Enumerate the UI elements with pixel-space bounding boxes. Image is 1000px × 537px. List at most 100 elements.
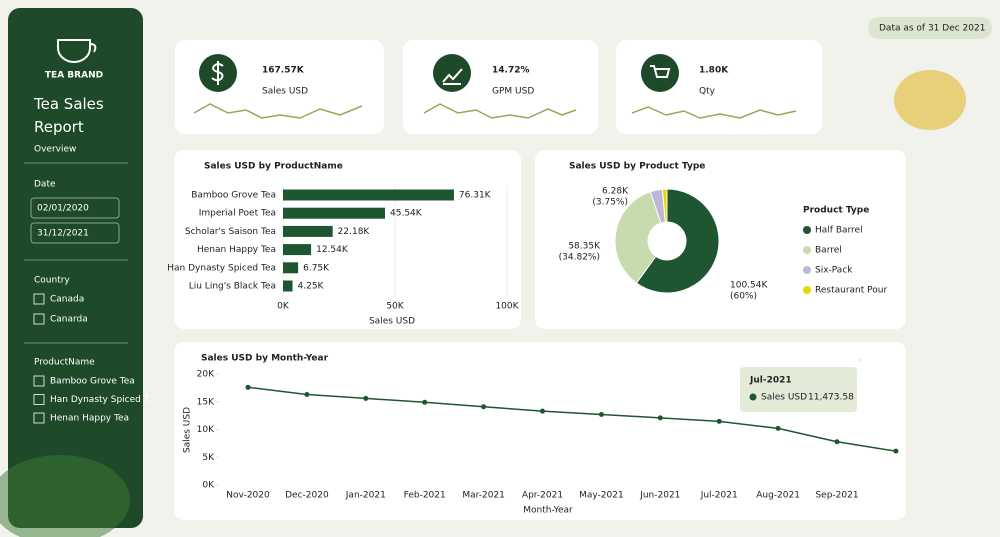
donut-slice — [661, 188, 668, 223]
product-label: ProductName — [34, 358, 95, 368]
country-option: Canada — [50, 295, 84, 305]
x-tick-label: 0K — [277, 302, 290, 312]
icon — [433, 54, 471, 92]
category-label: Imperial Poet Tea — [199, 209, 276, 219]
sidebar — [8, 8, 143, 528]
line-point — [245, 384, 251, 390]
x-tick-label: 50K — [386, 302, 404, 312]
date-from: 02/01/2020 — [37, 204, 89, 214]
checkbox[interactable] — [33, 293, 45, 305]
legend-swatch — [803, 226, 811, 234]
tooltip-value: 11,473.58 — [808, 393, 854, 403]
value-label: 4.25K — [298, 282, 325, 292]
kpi-label: Sales USD — [262, 87, 308, 97]
product-option: Bamboo Grove Tea — [50, 377, 135, 387]
checkbox[interactable] — [33, 394, 45, 405]
value-label: 6.75K — [303, 263, 330, 273]
bar — [283, 225, 333, 237]
line-point — [363, 395, 369, 401]
product-option: Henan Happy Tea — [50, 414, 129, 424]
percent-label: (34.82%) — [559, 253, 600, 263]
y-tick-label: 5K — [202, 453, 215, 463]
country-label: Country — [34, 276, 70, 286]
value-label: 58.35K — [568, 242, 601, 252]
y-tick-label: 0K — [202, 481, 215, 491]
checkbox[interactable] — [33, 313, 45, 325]
tea-cup — [894, 70, 966, 130]
legend-swatch — [803, 266, 811, 274]
line-point — [540, 408, 545, 414]
legend-label: Six-Pack — [815, 266, 853, 276]
line-point — [598, 412, 604, 418]
bar — [283, 207, 386, 219]
legend-swatch — [803, 286, 811, 294]
chart-icon — [442, 68, 463, 85]
bar — [283, 244, 312, 256]
bar — [283, 189, 454, 201]
x-tick-label: Jul-2021 — [700, 491, 738, 501]
line-point — [422, 399, 428, 405]
axis-label: Sales USD — [183, 407, 193, 453]
checkbox[interactable] — [33, 375, 45, 387]
kpi-value: 14.72% — [492, 66, 530, 76]
date-input[interactable] — [30, 197, 120, 219]
line-point — [716, 418, 722, 424]
x-tick-label: Feb-2021 — [404, 491, 446, 501]
percent-label: (60%) — [730, 292, 757, 302]
date-input[interactable] — [30, 222, 120, 244]
category-label: Scholar's Saison Tea — [185, 227, 276, 237]
value-label: 12.54K — [316, 245, 349, 255]
sparkline — [631, 106, 797, 119]
cart-icon — [650, 65, 671, 78]
leaf-decoration — [0, 455, 130, 537]
line-point — [775, 425, 781, 431]
product-option: Han Dynasty Spiced T... — [50, 395, 157, 405]
line-point — [304, 392, 310, 398]
x-tick-label: May-2021 — [579, 491, 624, 501]
report-title: Tea Sales Report — [34, 95, 104, 136]
bar — [283, 280, 293, 292]
y-tick-label: 15K — [197, 397, 215, 407]
category-label: Han Dynasty Spiced Tea — [167, 263, 276, 273]
tooltip-swatch — [749, 393, 757, 401]
line-card — [174, 342, 906, 520]
line-point — [893, 448, 899, 454]
line-point — [481, 404, 487, 410]
donut-slice — [635, 188, 720, 294]
x-tick-label: Dec-2020 — [285, 491, 329, 501]
value-label: 100.54K — [730, 281, 768, 291]
legend-title: Product Type — [803, 206, 869, 216]
value-label: 22.18K — [338, 227, 371, 237]
kpi-value: 167.57K — [262, 66, 305, 76]
percent-label: (3.75%) — [592, 198, 628, 208]
chart-title: Sales USD by ProductName — [204, 162, 343, 172]
checkbox[interactable] — [33, 412, 45, 424]
sparklines — [193, 103, 797, 119]
subtitle: Overview — [34, 145, 76, 155]
sparkline — [193, 103, 363, 119]
donut-slice — [614, 191, 662, 284]
country-option: Canarda — [50, 315, 88, 325]
x-tick-label: Sep-2021 — [815, 491, 858, 501]
x-tick-label: Nov-2020 — [226, 491, 270, 501]
legend-label: Barrel — [815, 246, 842, 256]
tooltip-title: Jul-2021 — [749, 376, 792, 386]
x-tick-label: 100K — [495, 302, 519, 312]
donut-card — [535, 150, 906, 329]
line-point — [657, 415, 663, 421]
sparkline — [423, 103, 577, 119]
tooltip — [740, 367, 857, 412]
brand: TEA BRAND — [45, 71, 103, 81]
x-tick-label: Mar-2021 — [462, 491, 505, 501]
chart-title: Sales USD by Month-Year — [201, 354, 329, 364]
kpi-label: Qty — [699, 87, 716, 97]
value-label: 45.54K — [390, 209, 423, 219]
logo — [57, 39, 97, 63]
line-point — [834, 439, 840, 445]
y-tick-label: 10K — [197, 425, 215, 435]
date-label: Date — [34, 180, 56, 190]
axis-label: Sales USD — [369, 317, 415, 327]
x-tick-label: Apr-2021 — [522, 491, 563, 501]
kpi-label: GPM USD — [492, 87, 534, 97]
